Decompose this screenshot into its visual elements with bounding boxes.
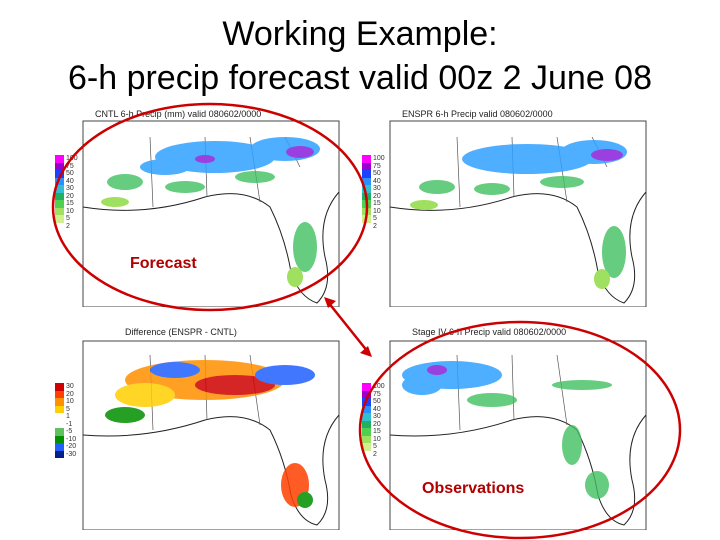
scale-ticks: 100 75 50 40 30 20 15 10 5 2	[373, 383, 385, 458]
panel-caption: Stage IV 6-h Precip valid 080602/0000	[412, 327, 567, 337]
cntl-precip-map	[82, 120, 340, 307]
forecast-highlight-ellipse	[51, 102, 369, 312]
enspr-precip-panel: ENSPR 6-h Precip valid 080602/0000 100 75…	[362, 107, 647, 307]
observations-label: Observations	[422, 480, 525, 497]
scale-ticks: 100 75 50 40 30 20 15 10 5 2	[373, 155, 385, 230]
arrowhead-icon	[324, 297, 336, 308]
scale-ticks: 30 20 10 5 1 -1 -5 -10 -20 -30	[66, 383, 77, 458]
cntl-precip-panel: CNTL 6-h Precip (mm) valid 080602/0000 1…	[55, 107, 340, 307]
forecast-label: Forecast	[130, 255, 197, 272]
enspr-precip-map	[389, 120, 647, 307]
stage4-observed-map	[389, 340, 647, 530]
panel-caption: CNTL 6-h Precip (mm) valid 080602/0000	[95, 109, 262, 119]
slide-title-line1: Working Example:	[222, 15, 498, 53]
precip-color-scale	[55, 155, 64, 230]
difference-map	[82, 340, 340, 530]
comparison-arrow-line	[327, 301, 369, 353]
panel-caption: ENSPR 6-h Precip valid 080602/0000	[402, 109, 553, 119]
arrowhead-icon	[360, 346, 372, 357]
observations-highlight-ellipse	[358, 320, 682, 540]
difference-color-scale	[55, 383, 64, 458]
panel-caption: Difference (ENSPR - CNTL)	[125, 327, 237, 337]
difference-panel: Difference (ENSPR - CNTL) 30 20 10 5 1 -1 -5…	[55, 325, 340, 530]
stage4-observed-panel: Stage IV 6-h Precip valid 080602/0000 10…	[362, 325, 647, 530]
slide-title-line2: 6-h precip forecast valid 00z 2 June 08	[67, 59, 652, 97]
